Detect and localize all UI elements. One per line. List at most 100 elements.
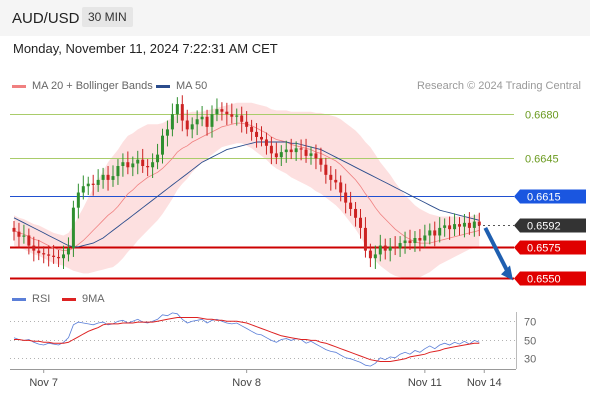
level-0-6615-tag (514, 189, 586, 204)
candle-body (368, 250, 372, 259)
candle-body (71, 207, 75, 249)
legend-ma20-label: MA 20 + Bollinger Bands (32, 80, 153, 92)
candle-body (240, 115, 244, 122)
candle-body (438, 227, 442, 236)
candle-body (62, 254, 65, 259)
level-0-6592-label: 0.6592 (527, 221, 561, 233)
candle-body (220, 109, 224, 112)
candle-body (448, 225, 452, 230)
candle-body (289, 149, 293, 153)
candle-body (413, 238, 417, 244)
candle-body (101, 174, 105, 180)
timeframe-badge[interactable]: 30 MIN (82, 7, 133, 27)
bollinger-band (14, 102, 480, 279)
candle-body (255, 131, 259, 137)
candle-body (329, 174, 333, 180)
candle-body (235, 115, 239, 117)
candle-body (388, 246, 392, 251)
candle-body (210, 114, 214, 127)
forecast-arrow-head (501, 265, 513, 281)
candle-body (91, 183, 95, 185)
candle-body (205, 116, 209, 127)
candle-body (269, 145, 273, 154)
legend-ma20: MA 20 + Bollinger Bands (12, 80, 153, 92)
candle-body (477, 221, 481, 226)
candle-body (200, 116, 204, 120)
candle-body (354, 208, 358, 218)
candle-body (260, 136, 263, 140)
legend-rsi-label: RSI (32, 293, 51, 305)
candle-body (443, 225, 447, 228)
candle-body (453, 224, 457, 230)
candle-body (180, 104, 184, 121)
candle-body (161, 135, 164, 155)
candle-body (47, 254, 51, 256)
candle-body (230, 114, 234, 117)
candle-body (344, 192, 348, 203)
chart-datetime: Monday, November 11, 2024 7:22:31 AM CET (13, 41, 278, 56)
candle-body (319, 158, 323, 165)
candle-body (131, 163, 135, 168)
candle-body (274, 153, 278, 158)
candle-body (324, 164, 328, 175)
chart-header: AUD/USD 30 MIN (0, 0, 590, 36)
candle-body (304, 149, 308, 156)
candle-body (151, 162, 155, 168)
candle-body (57, 256, 61, 259)
candle-body (408, 240, 412, 244)
candle-body (309, 153, 313, 156)
candle-body (146, 166, 150, 168)
legend-9ma-swatch (62, 297, 76, 301)
candle-body (86, 183, 90, 187)
x-tick-label: Nov 11 (408, 377, 442, 389)
candle-body (121, 162, 125, 166)
candle-body (12, 227, 16, 232)
candle-body (106, 174, 110, 180)
candle-body (373, 254, 377, 259)
candle-body (37, 250, 41, 254)
x-tick-label: Nov 8 (232, 377, 261, 389)
candle-body (175, 104, 179, 115)
candle-body (462, 222, 466, 227)
candle-body (156, 154, 160, 163)
forecast-arrow (483, 226, 509, 272)
legend-9ma: 9MA (62, 293, 105, 305)
rsi-tick-70: 70 (524, 317, 536, 329)
legend-ma50: MA 50 (156, 80, 207, 92)
research-credit: Research © 2024 Trading Central (416, 80, 581, 92)
candle-body (393, 246, 397, 249)
candle-body (225, 111, 229, 115)
candle-body (195, 119, 199, 125)
candle-body (264, 139, 268, 146)
level-0-6645-label: 0.6645 (525, 154, 559, 166)
candle-body (81, 186, 85, 193)
candle-body (52, 255, 56, 257)
candle-body (428, 230, 432, 236)
level-0-6592-tag (514, 218, 586, 233)
candle-body (111, 176, 115, 180)
legend-9ma-label: 9MA (82, 293, 105, 305)
level-0-6615-label: 0.6615 (527, 192, 561, 204)
candle-body (66, 248, 70, 255)
candle-body (467, 222, 471, 228)
candle-body (170, 114, 174, 130)
x-tick-label: Nov 7 (29, 377, 58, 389)
candle-body (27, 235, 31, 246)
legend-ma50-swatch (156, 84, 170, 88)
candle-body (378, 245, 382, 255)
rsi-9ma-line (14, 317, 480, 362)
level-0-6550-tag (514, 271, 586, 286)
ma50-line (13, 141, 480, 248)
legend-rsi-swatch (12, 297, 26, 301)
x-tick-label: Nov 14 (467, 377, 502, 389)
candle-body (299, 148, 303, 150)
candle-body (141, 159, 145, 166)
candle-body (383, 245, 387, 251)
candle-body (190, 124, 194, 130)
candle-body (294, 148, 298, 153)
candle-body (22, 235, 26, 237)
candle-body (418, 238, 422, 241)
candle-body (165, 129, 169, 136)
candle-body (403, 240, 407, 244)
